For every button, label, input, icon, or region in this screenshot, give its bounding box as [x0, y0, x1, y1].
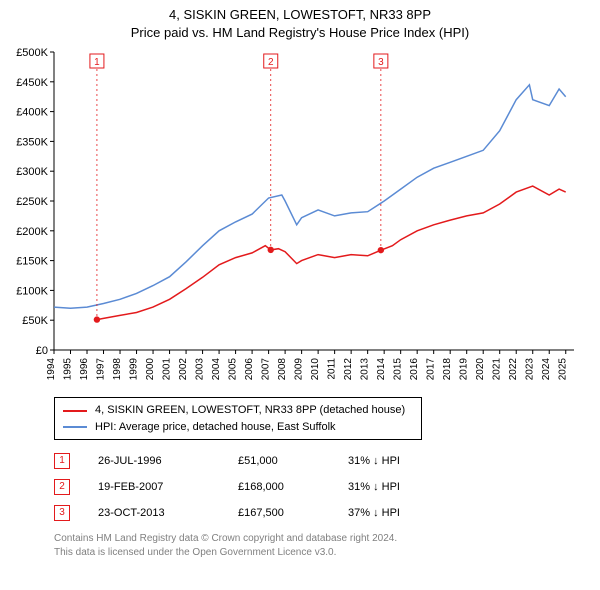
svg-text:2018: 2018: [442, 358, 453, 381]
svg-text:2010: 2010: [310, 358, 321, 381]
svg-text:2019: 2019: [459, 358, 470, 381]
sale-vs-hpi: 31% ↓ HPI: [348, 481, 458, 493]
title-line-1: 4, SISKIN GREEN, LOWESTOFT, NR33 8PP: [10, 6, 590, 24]
sale-marker-badge: 1: [54, 453, 70, 469]
svg-text:2008: 2008: [277, 358, 288, 381]
sale-date: 26-JUL-1996: [70, 455, 238, 467]
svg-text:3: 3: [378, 57, 384, 68]
svg-text:2017: 2017: [426, 358, 437, 381]
svg-text:2023: 2023: [525, 358, 536, 381]
svg-text:2011: 2011: [327, 358, 338, 380]
sale-price: £168,000: [238, 481, 348, 493]
sale-row: 323-OCT-2013£167,50037% ↓ HPI: [54, 500, 590, 526]
sale-vs-hpi: 31% ↓ HPI: [348, 455, 458, 467]
legend-label: HPI: Average price, detached house, East…: [95, 419, 336, 436]
svg-text:2012: 2012: [343, 358, 354, 381]
sale-price: £51,000: [238, 455, 348, 467]
svg-text:2001: 2001: [162, 358, 173, 381]
svg-text:2: 2: [268, 57, 274, 68]
svg-text:2021: 2021: [492, 358, 503, 381]
svg-text:£200K: £200K: [16, 226, 48, 238]
svg-text:2006: 2006: [244, 358, 255, 381]
svg-text:£400K: £400K: [16, 107, 48, 119]
svg-text:£350K: £350K: [16, 137, 48, 149]
svg-text:2007: 2007: [261, 358, 272, 381]
sale-row: 219-FEB-2007£168,00031% ↓ HPI: [54, 474, 590, 500]
sale-date: 19-FEB-2007: [70, 481, 238, 493]
svg-text:1998: 1998: [112, 358, 123, 381]
svg-text:2000: 2000: [145, 358, 156, 381]
svg-text:£150K: £150K: [16, 256, 48, 268]
sale-marker-badge: 2: [54, 479, 70, 495]
footer-line-2: This data is licensed under the Open Gov…: [54, 546, 590, 560]
legend: 4, SISKIN GREEN, LOWESTOFT, NR33 8PP (de…: [54, 397, 422, 440]
legend-swatch: [63, 410, 87, 412]
sales-marker-table: 126-JUL-1996£51,00031% ↓ HPI219-FEB-2007…: [54, 448, 590, 526]
svg-text:£250K: £250K: [16, 196, 48, 208]
attribution-footer: Contains HM Land Registry data © Crown c…: [54, 532, 590, 559]
svg-text:2002: 2002: [178, 358, 189, 381]
sale-price: £167,500: [238, 507, 348, 519]
svg-text:2022: 2022: [508, 358, 519, 381]
svg-text:2024: 2024: [541, 358, 552, 381]
svg-text:2013: 2013: [360, 358, 371, 381]
svg-text:£50K: £50K: [22, 316, 48, 328]
sale-row: 126-JUL-1996£51,00031% ↓ HPI: [54, 448, 590, 474]
svg-text:2020: 2020: [475, 358, 486, 381]
legend-item: 4, SISKIN GREEN, LOWESTOFT, NR33 8PP (de…: [63, 402, 413, 419]
chart-svg: £0 £50K £100K £150K £200K £250K £300K £350K £400…: [10, 46, 590, 391]
svg-text:2025: 2025: [558, 358, 569, 381]
sale-vs-hpi: 37% ↓ HPI: [348, 507, 458, 519]
svg-text:£300K: £300K: [16, 167, 48, 179]
svg-text:1999: 1999: [129, 358, 140, 381]
svg-text:£450K: £450K: [16, 77, 48, 89]
svg-text:1995: 1995: [63, 358, 74, 381]
svg-text:£0: £0: [36, 345, 48, 357]
svg-text:1: 1: [94, 57, 100, 68]
svg-text:£100K: £100K: [16, 286, 48, 298]
svg-text:£500K: £500K: [16, 47, 48, 59]
legend-swatch: [63, 426, 87, 428]
line-chart: £0 £50K £100K £150K £200K £250K £300K £350K £400…: [10, 46, 590, 391]
svg-text:1997: 1997: [96, 358, 107, 381]
svg-text:1994: 1994: [46, 358, 57, 381]
svg-text:2003: 2003: [195, 358, 206, 381]
svg-text:2016: 2016: [409, 358, 420, 381]
footer-line-1: Contains HM Land Registry data © Crown c…: [54, 532, 590, 546]
legend-label: 4, SISKIN GREEN, LOWESTOFT, NR33 8PP (de…: [95, 402, 405, 419]
svg-text:2009: 2009: [294, 358, 305, 381]
svg-text:2004: 2004: [211, 358, 222, 381]
sale-marker-badge: 3: [54, 505, 70, 521]
chart-title: 4, SISKIN GREEN, LOWESTOFT, NR33 8PP Pri…: [10, 6, 590, 42]
svg-text:2015: 2015: [393, 358, 404, 381]
sale-date: 23-OCT-2013: [70, 507, 238, 519]
title-line-2: Price paid vs. HM Land Registry's House …: [10, 24, 590, 42]
legend-item: HPI: Average price, detached house, East…: [63, 419, 413, 436]
svg-text:2014: 2014: [376, 358, 387, 381]
svg-text:2005: 2005: [228, 358, 239, 381]
svg-text:1996: 1996: [79, 358, 90, 381]
